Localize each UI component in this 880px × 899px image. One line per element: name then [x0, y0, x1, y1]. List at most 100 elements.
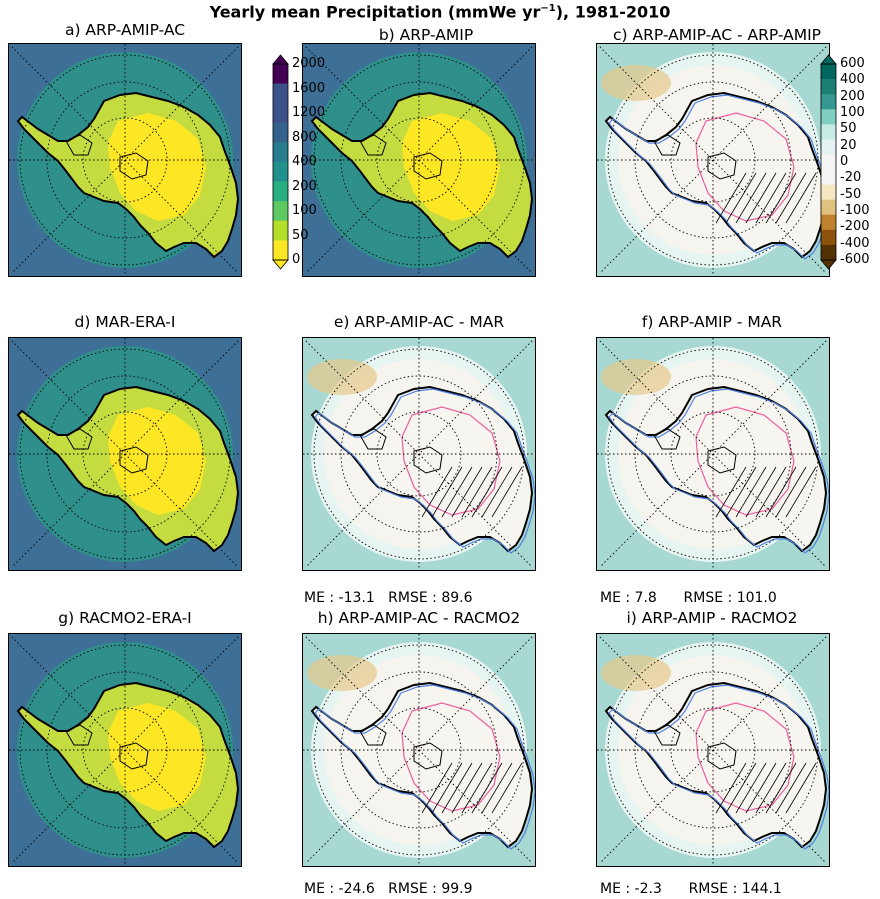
negative-contour: [695, 112, 795, 222]
figure-title: Yearly mean Precipitation (mmWe yr−1), 1…: [209, 2, 671, 22]
ronne-ice-shelf: [653, 134, 681, 156]
graticule: [302, 43, 536, 277]
ross-ice-shelf: [707, 446, 737, 474]
dry-bias-patch: [601, 655, 671, 691]
colorbar-extend-bottom: [272, 259, 289, 270]
graticule: [596, 633, 830, 867]
significance-hatching: [421, 762, 523, 814]
colorbar-tick-label: 2000: [292, 56, 326, 71]
panel-g-title: g) RACMO2-ERA-I: [58, 609, 192, 627]
dry-bias-patch: [601, 65, 671, 101]
ross-ice-shelf: [119, 446, 149, 474]
colorbar-tick-label: 50: [840, 121, 857, 137]
colorbar-absolute: 2000 1600 1200 800 400 200 100 50 0: [272, 54, 342, 276]
map-frame: [302, 43, 536, 277]
ross-ice-shelf: [413, 152, 443, 180]
colorbar-segment: [821, 94, 836, 110]
panel-b-map: [302, 43, 536, 277]
colorbar-tick-label: 600: [840, 56, 865, 71]
panel-e-stats: ME : -13.1 RMSE : 89.6: [304, 590, 473, 606]
colorbar-segment: [273, 103, 288, 124]
panel-d-map: [8, 337, 242, 571]
ronne-ice-shelf: [65, 134, 93, 156]
panel-i-stats: ME : -2.3 RMSE : 144.1: [600, 881, 782, 897]
panel-f-title: f) ARP-AMIP - MAR: [641, 313, 783, 331]
colorbar-segment: [821, 109, 836, 125]
ross-ice-shelf: [119, 742, 149, 770]
dry-bias-patch: [601, 359, 671, 395]
colorbar-tick-label: 400: [292, 154, 317, 169]
ronne-ice-shelf: [65, 428, 93, 450]
colorbar-segment: [273, 181, 288, 202]
colorbar-segment: [821, 124, 836, 140]
map-frame: [596, 633, 830, 867]
ross-ice-shelf: [413, 446, 443, 474]
colorbar-extend-top: [820, 54, 837, 65]
graticule: [8, 337, 242, 571]
graticule: [8, 43, 242, 277]
panel-a-title: a) ARP-AMIP-AC: [64, 21, 186, 39]
map-frame: [596, 337, 830, 571]
negative-contour: [401, 406, 501, 516]
colorbar-tick-label: -400: [840, 235, 870, 251]
colorbar-segment: [821, 139, 836, 155]
dry-bias-patch: [307, 655, 377, 691]
colorbar-frame: [820, 63, 837, 261]
colorbar-segment: [821, 154, 836, 170]
panel-f-map: [596, 337, 830, 571]
dry-bias-patch: [307, 359, 377, 395]
panel-f-stats: ME : 7.8 RMSE : 101.0: [600, 590, 777, 606]
ronne-ice-shelf: [359, 428, 387, 450]
colorbar-segment: [273, 162, 288, 182]
colorbar-tick-label: 1200: [292, 105, 326, 120]
colorbar-tick-label: -600: [840, 252, 870, 267]
ross-ice-shelf: [119, 152, 149, 180]
colorbar-tick-label: 1600: [292, 80, 326, 96]
map-frame: [8, 337, 242, 571]
negative-contour: [401, 702, 501, 812]
colorbar-segment: [273, 201, 288, 222]
graticule: [596, 337, 830, 571]
colorbar-segment: [273, 240, 288, 261]
colorbar-tick-label: 100: [292, 203, 317, 218]
graticule: [302, 633, 536, 867]
positive-contour: [608, 684, 830, 850]
colorbar-tick-label: 200: [840, 88, 865, 104]
colorbar-tick-label: 200: [292, 178, 317, 194]
ronne-ice-shelf: [359, 134, 387, 156]
colorbar-extend-top: [272, 54, 289, 65]
graticule: [596, 43, 830, 277]
ronne-ice-shelf: [653, 724, 681, 746]
map-frame: [302, 633, 536, 867]
colorbar-tick-label: 20: [840, 137, 857, 153]
colorbar-frame: [272, 63, 289, 261]
panel-g-map: [8, 633, 242, 867]
positive-contour: [314, 684, 536, 850]
colorbar-segment: [821, 199, 836, 216]
colorbar-segment: [821, 169, 836, 185]
significance-hatching: [715, 172, 817, 224]
negative-contour: [695, 702, 795, 812]
panel-i-map: [596, 633, 830, 867]
interior-field: [108, 407, 206, 515]
colorbar-segment: [273, 220, 288, 241]
interior-field: [402, 113, 500, 221]
significance-hatching: [715, 466, 817, 518]
panel-h-title: h) ARP-AMIP-AC - RACMO2: [317, 609, 521, 627]
interior-field: [108, 113, 206, 221]
panel-e-title: e) ARP-AMIP-AC - MAR: [333, 313, 505, 331]
map-frame: [8, 43, 242, 277]
positive-contour: [608, 94, 830, 260]
ross-ice-shelf: [707, 152, 737, 180]
ross-ice-shelf: [413, 742, 443, 770]
ross-ice-shelf: [707, 742, 737, 770]
colorbar-segment: [821, 244, 836, 261]
colorbar-segment: [821, 214, 836, 231]
panel-c-title: c) ARP-AMIP-AC - ARP-AMIP: [612, 26, 822, 44]
negative-contour: [695, 406, 795, 516]
graticule: [8, 633, 242, 867]
colorbar-segment: [821, 79, 836, 95]
colorbar-tick-label: 400: [840, 72, 865, 88]
colorbar-segment: [273, 83, 288, 104]
panel-c-map: [596, 43, 830, 277]
